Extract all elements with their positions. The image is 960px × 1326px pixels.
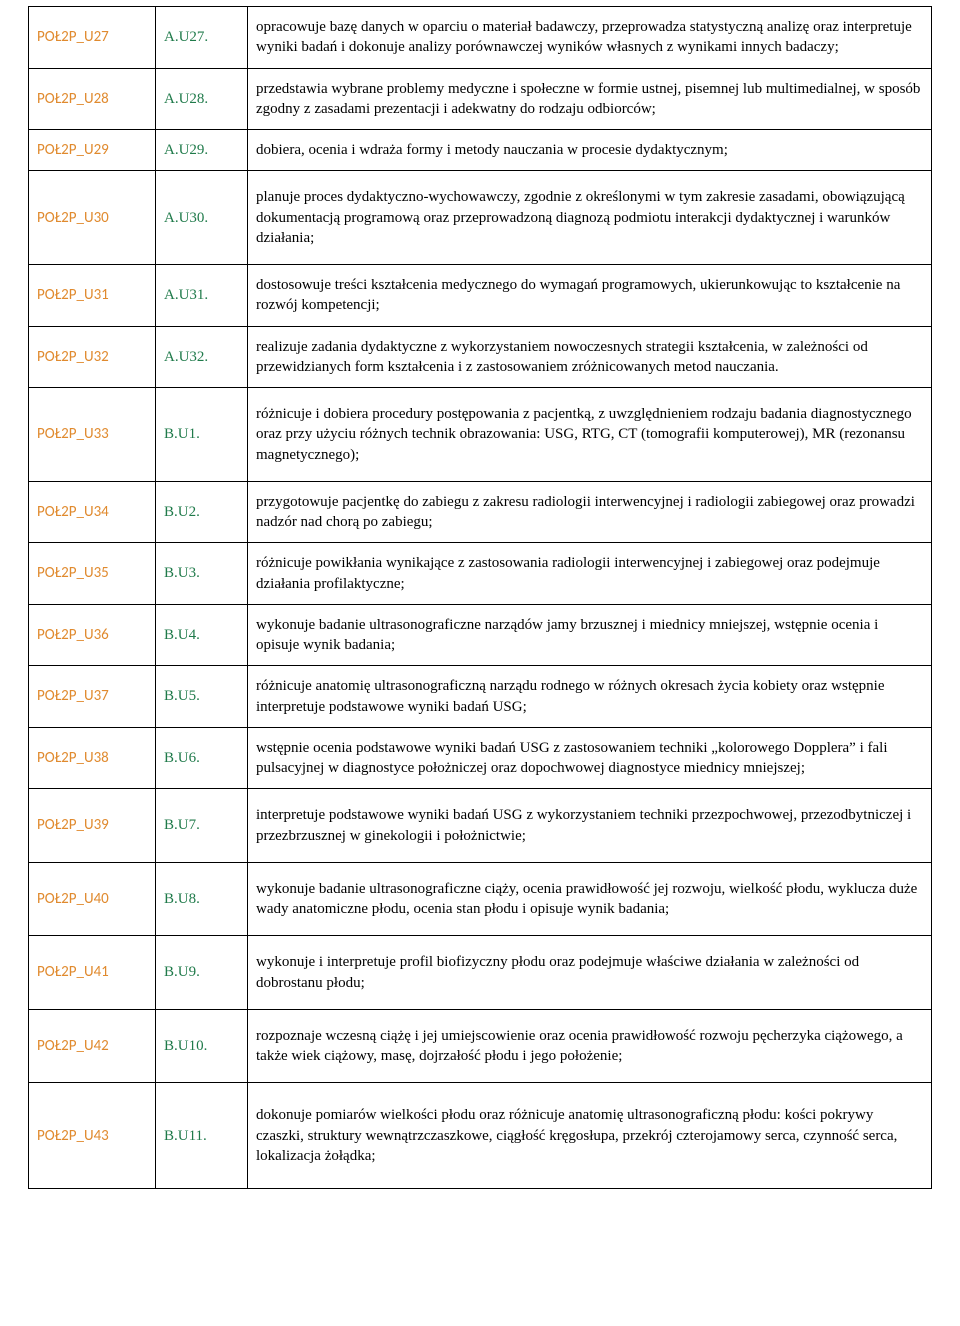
table-row: POŁ2P_U41B.U9.wykonuje i interpretuje pr…: [29, 936, 932, 1010]
reference-code: B.U10.: [156, 1009, 248, 1083]
outcome-code: POŁ2P_U36: [29, 604, 156, 666]
outcome-description: dokonuje pomiarów wielkości płodu oraz r…: [248, 1083, 932, 1189]
reference-code: A.U30.: [156, 171, 248, 265]
outcome-code: POŁ2P_U32: [29, 326, 156, 388]
table-row: POŁ2P_U32A.U32.realizuje zadania dydakty…: [29, 326, 932, 388]
table-row: POŁ2P_U34B.U2.przygotowuje pacjentkę do …: [29, 481, 932, 543]
reference-code: B.U6.: [156, 727, 248, 789]
outcome-code: POŁ2P_U33: [29, 388, 156, 482]
table-row: POŁ2P_U39B.U7.interpretuje podstawowe wy…: [29, 789, 932, 863]
outcome-description: wstępnie ocenia podstawowe wyniki badań …: [248, 727, 932, 789]
table-row: POŁ2P_U30A.U30.planuje proces dydaktyczn…: [29, 171, 932, 265]
outcome-code: POŁ2P_U29: [29, 130, 156, 171]
reference-code: A.U31.: [156, 265, 248, 327]
table-row: POŁ2P_U27A.U27.opracowuje bazę danych w …: [29, 7, 932, 69]
outcome-description: wykonuje badanie ultrasonograficzne narz…: [248, 604, 932, 666]
table-row: POŁ2P_U35B.U3.różnicuje powikłania wynik…: [29, 543, 932, 605]
reference-code: B.U11.: [156, 1083, 248, 1189]
reference-code: B.U9.: [156, 936, 248, 1010]
outcome-description: wykonuje i interpretuje profil biofizycz…: [248, 936, 932, 1010]
table-row: POŁ2P_U37B.U5.różnicuje anatomię ultraso…: [29, 666, 932, 728]
outcome-code: POŁ2P_U38: [29, 727, 156, 789]
outcome-description: różnicuje powikłania wynikające z zastos…: [248, 543, 932, 605]
outcome-code: POŁ2P_U40: [29, 862, 156, 936]
outcome-description: różnicuje i dobiera procedury postępowan…: [248, 388, 932, 482]
table-row: POŁ2P_U42B.U10.rozpoznaje wczesną ciążę …: [29, 1009, 932, 1083]
outcome-description: dostosowuje treści kształcenia medyczneg…: [248, 265, 932, 327]
outcome-code: POŁ2P_U27: [29, 7, 156, 69]
outcome-description: różnicuje anatomię ultrasonograficzną na…: [248, 666, 932, 728]
table-row: POŁ2P_U36B.U4.wykonuje badanie ultrasono…: [29, 604, 932, 666]
reference-code: B.U8.: [156, 862, 248, 936]
outcome-code: POŁ2P_U42: [29, 1009, 156, 1083]
outcome-description: rozpoznaje wczesną ciążę i jej umiejscow…: [248, 1009, 932, 1083]
outcome-description: dobiera, ocenia i wdraża formy i metody …: [248, 130, 932, 171]
reference-code: A.U28.: [156, 68, 248, 130]
table-row: POŁ2P_U38B.U6.wstępnie ocenia podstawowe…: [29, 727, 932, 789]
table-row: POŁ2P_U43B.U11.dokonuje pomiarów wielkoś…: [29, 1083, 932, 1189]
learning-outcomes-table: POŁ2P_U27A.U27.opracowuje bazę danych w …: [28, 6, 932, 1189]
table-row: POŁ2P_U28A.U28.przedstawia wybrane probl…: [29, 68, 932, 130]
reference-code: B.U5.: [156, 666, 248, 728]
outcome-description: planuje proces dydaktyczno-wychowawczy, …: [248, 171, 932, 265]
reference-code: B.U7.: [156, 789, 248, 863]
outcome-code: POŁ2P_U35: [29, 543, 156, 605]
outcome-code: POŁ2P_U41: [29, 936, 156, 1010]
outcome-description: przedstawia wybrane problemy medyczne i …: [248, 68, 932, 130]
outcome-code: POŁ2P_U39: [29, 789, 156, 863]
outcome-description: wykonuje badanie ultrasonograficzne ciąż…: [248, 862, 932, 936]
outcome-description: opracowuje bazę danych w oparciu o mater…: [248, 7, 932, 69]
reference-code: A.U32.: [156, 326, 248, 388]
reference-code: B.U1.: [156, 388, 248, 482]
outcome-code: POŁ2P_U34: [29, 481, 156, 543]
table-row: POŁ2P_U29A.U29.dobiera, ocenia i wdraża …: [29, 130, 932, 171]
outcome-description: przygotowuje pacjentkę do zabiegu z zakr…: [248, 481, 932, 543]
reference-code: B.U4.: [156, 604, 248, 666]
reference-code: B.U2.: [156, 481, 248, 543]
reference-code: A.U27.: [156, 7, 248, 69]
reference-code: A.U29.: [156, 130, 248, 171]
outcome-code: POŁ2P_U30: [29, 171, 156, 265]
outcome-description: interpretuje podstawowe wyniki badań USG…: [248, 789, 932, 863]
table-row: POŁ2P_U33B.U1.różnicuje i dobiera proced…: [29, 388, 932, 482]
outcome-code: POŁ2P_U37: [29, 666, 156, 728]
outcome-code: POŁ2P_U28: [29, 68, 156, 130]
table-row: POŁ2P_U31A.U31.dostosowuje treści kształ…: [29, 265, 932, 327]
outcome-code: POŁ2P_U31: [29, 265, 156, 327]
table-row: POŁ2P_U40B.U8.wykonuje badanie ultrasono…: [29, 862, 932, 936]
outcome-description: realizuje zadania dydaktyczne z wykorzys…: [248, 326, 932, 388]
reference-code: B.U3.: [156, 543, 248, 605]
outcome-code: POŁ2P_U43: [29, 1083, 156, 1189]
